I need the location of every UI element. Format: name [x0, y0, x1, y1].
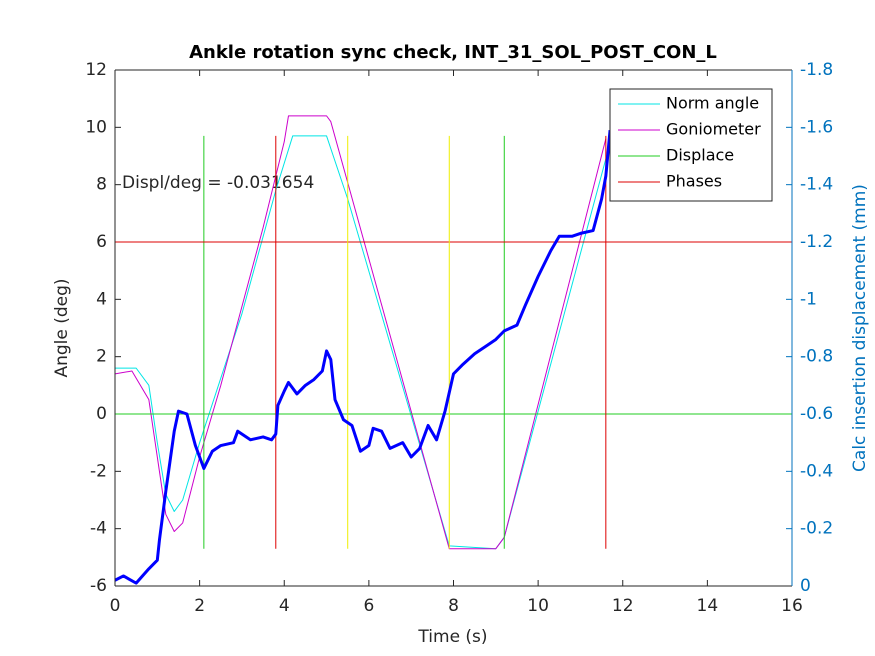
y2-axis-label: Calc insertion displacement (mm) — [850, 184, 870, 472]
series-line — [115, 135, 792, 549]
y2-tick-label: -1.4 — [800, 175, 833, 195]
x-tick-label: 12 — [612, 596, 634, 616]
series-line — [114, 130, 612, 585]
y2-tick-label: -0.4 — [800, 461, 833, 481]
x-tick-label: 14 — [697, 596, 719, 616]
chart-title: Ankle rotation sync check, INT_31_SOL_PO… — [189, 42, 717, 63]
series-line — [115, 135, 792, 549]
x-tick-label: 4 — [279, 596, 290, 616]
x-tick-label: 8 — [448, 596, 459, 616]
y2-tick-label: -0.2 — [800, 519, 833, 539]
y-tick-label: 12 — [85, 60, 107, 80]
series-line — [114, 115, 607, 550]
x-tick-label: 0 — [110, 596, 121, 616]
y-tick-label: 8 — [96, 175, 107, 195]
y-tick-label: 6 — [96, 232, 107, 252]
y2-tick-label: -0.6 — [800, 404, 833, 424]
x-tick-label: 10 — [527, 596, 549, 616]
legend-label: Norm angle — [666, 94, 759, 113]
y-tick-label: -2 — [90, 461, 107, 481]
y2-tick-label: -1.6 — [800, 117, 833, 137]
y-tick-label: 10 — [85, 117, 107, 137]
y2-tick-label: 0 — [800, 576, 811, 596]
y-axis-label: Angle (deg) — [52, 278, 72, 377]
y2-tick-label: -1 — [800, 289, 817, 309]
y2-tick-label: -0.8 — [800, 347, 833, 367]
x-tick-label: 2 — [194, 596, 205, 616]
y2-tick-label: -1.2 — [800, 232, 833, 252]
y-tick-label: -6 — [90, 576, 107, 596]
series-line — [347, 135, 450, 549]
y2-tick-label: -1.8 — [800, 60, 833, 80]
x-tick-label: 6 — [363, 596, 374, 616]
y-tick-label: 0 — [96, 404, 107, 424]
y-tick-label: 2 — [96, 347, 107, 367]
legend-label: Goniometer — [666, 120, 761, 139]
x-tick-label: 16 — [781, 596, 803, 616]
legend-label: Phases — [666, 172, 722, 191]
y-tick-label: 4 — [96, 289, 107, 309]
x-axis-label: Time (s) — [417, 627, 487, 647]
annotation: Displ/deg = -0.031654 — [122, 173, 314, 193]
y-tick-label: -4 — [90, 519, 107, 539]
legend-label: Displace — [666, 146, 734, 165]
